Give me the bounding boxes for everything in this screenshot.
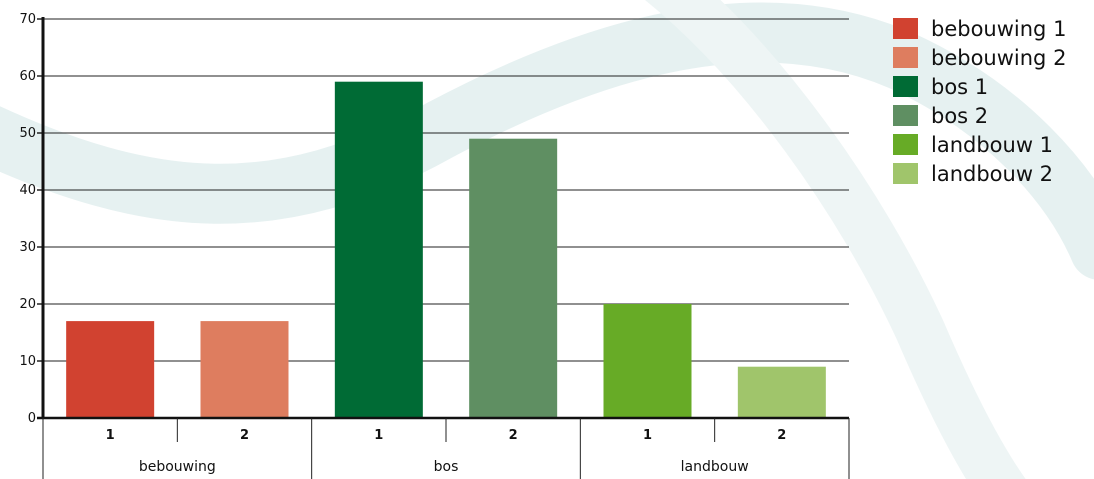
legend-swatch — [893, 18, 918, 39]
legend-label: bos 1 — [931, 74, 989, 99]
x-axis-labels: 1 2 bebouwing 1 2 bos 1 2 landbouw — [42, 418, 850, 479]
y-tick-label: 50 — [19, 126, 36, 141]
legend-swatch — [893, 134, 918, 155]
legend-item: landbouw 2 — [893, 159, 1066, 188]
y-tick-label: 60 — [19, 69, 36, 84]
bar — [603, 304, 692, 418]
bar — [737, 366, 826, 418]
y-tick-label: 20 — [19, 297, 36, 312]
legend-item: bos 1 — [893, 72, 1066, 101]
gridlines — [43, 18, 849, 362]
x-group-label: bos — [434, 459, 459, 475]
legend-item: bebouwing 2 — [893, 43, 1066, 72]
bar — [200, 321, 289, 418]
legend-label: landbouw 2 — [931, 161, 1054, 186]
legend-swatch — [893, 47, 918, 68]
axes — [37, 17, 849, 420]
legend-swatch — [893, 76, 918, 97]
legend-swatch — [893, 105, 918, 126]
bar — [469, 138, 558, 418]
legend-item: landbouw 1 — [893, 130, 1066, 159]
legend-label: bebouwing 1 — [931, 16, 1067, 41]
legend-item: bebouwing 1 — [893, 14, 1066, 43]
x-subcategory-label: 1 — [643, 428, 652, 443]
y-tick-label: 0 — [28, 411, 36, 426]
legend-label: bebouwing 2 — [931, 45, 1067, 70]
x-group-label: landbouw — [681, 459, 749, 475]
bar — [66, 321, 155, 418]
x-subcategory-label: 2 — [777, 428, 786, 443]
bars — [66, 81, 826, 418]
legend-swatch — [893, 163, 918, 184]
y-axis-ticks: 0 10 20 30 40 50 60 70 — [19, 12, 43, 426]
y-tick-label: 30 — [19, 240, 36, 255]
x-subcategory-label: 2 — [240, 428, 249, 443]
y-tick-label: 10 — [19, 354, 36, 369]
y-tick-label: 70 — [19, 12, 36, 27]
bar — [334, 81, 423, 418]
x-subcategory-label: 2 — [509, 428, 518, 443]
legend: bebouwing 1 bebouwing 2 bos 1 bos 2 land… — [893, 14, 1066, 188]
x-group-label: bebouwing — [139, 459, 216, 475]
legend-label: bos 2 — [931, 103, 989, 128]
legend-label: landbouw 1 — [931, 132, 1054, 157]
y-tick-label: 40 — [19, 183, 36, 198]
x-subcategory-label: 1 — [106, 428, 115, 443]
x-subcategory-label: 1 — [374, 428, 383, 443]
legend-item: bos 2 — [893, 101, 1066, 130]
